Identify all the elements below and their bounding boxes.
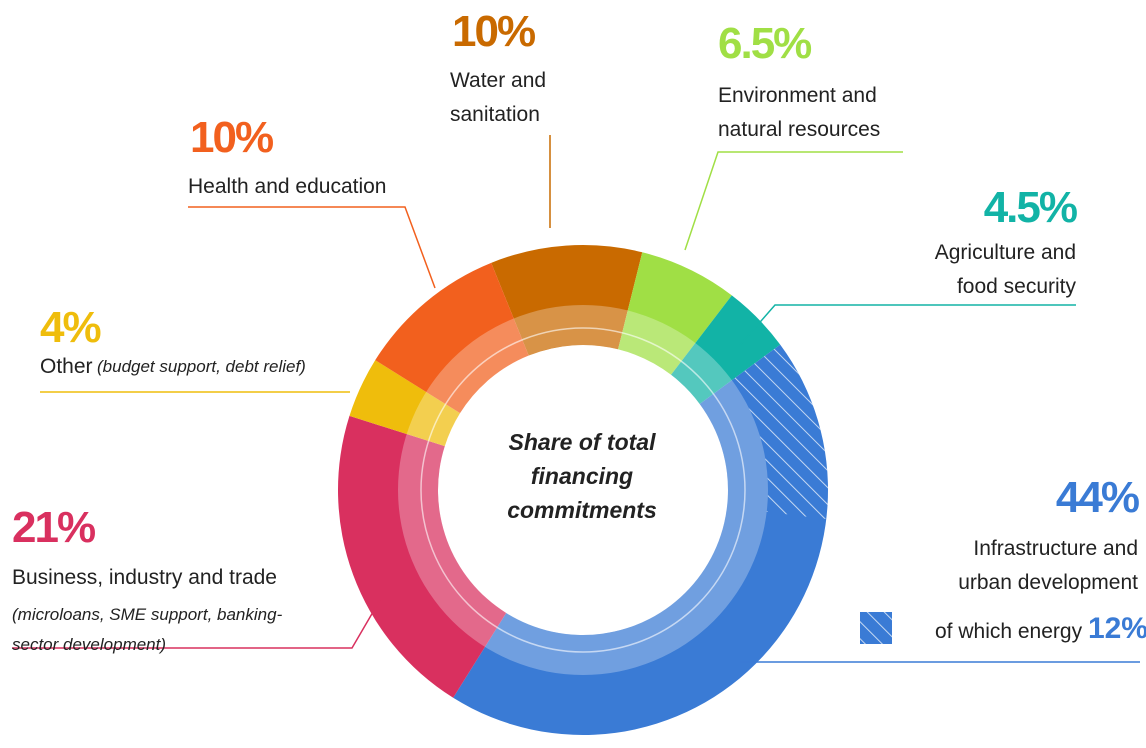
category-label: Health and education xyxy=(188,175,387,198)
category-label: Agriculture and food security xyxy=(934,241,1076,298)
leader-line xyxy=(12,599,381,649)
sub-segment xyxy=(731,344,828,520)
chart-title: Share of total financing commitments xyxy=(507,429,657,523)
category-detail: (budget support, debt relief) xyxy=(97,357,306,376)
legend: of which energy 12% xyxy=(935,612,1146,646)
value-label: 6.5% xyxy=(718,19,812,68)
category-detail: (microloans, SME support, banking-sector… xyxy=(12,605,283,654)
value-label: 10% xyxy=(190,113,274,162)
leader-line xyxy=(739,304,1076,346)
leader-line xyxy=(684,151,903,251)
value-label: 44% xyxy=(1055,473,1140,522)
category-label: Other xyxy=(40,355,93,378)
value-label: 4% xyxy=(40,303,102,352)
donut-segment xyxy=(349,360,461,447)
inner-circle-line xyxy=(420,327,746,653)
value-label: 10% xyxy=(452,7,536,56)
donut-segment xyxy=(618,252,732,375)
value-label: 21% xyxy=(12,503,96,552)
donut-segment xyxy=(338,415,507,698)
donut-segment xyxy=(375,262,529,414)
category-label: Business, industry and trade xyxy=(12,566,277,589)
donut-segment xyxy=(491,245,643,356)
value-label: 4.5% xyxy=(983,183,1078,232)
category-label: Environment and natural resources xyxy=(718,84,881,141)
leader-line xyxy=(188,206,436,289)
legend-value: 12% xyxy=(1087,612,1146,645)
legend-label: of which energy xyxy=(935,620,1083,643)
category-label: Infrastructure and urban development xyxy=(958,537,1138,594)
legend-swatch-hatch xyxy=(860,612,892,644)
donut-segment xyxy=(453,344,828,735)
category-label: Water and sanitation xyxy=(450,69,547,126)
